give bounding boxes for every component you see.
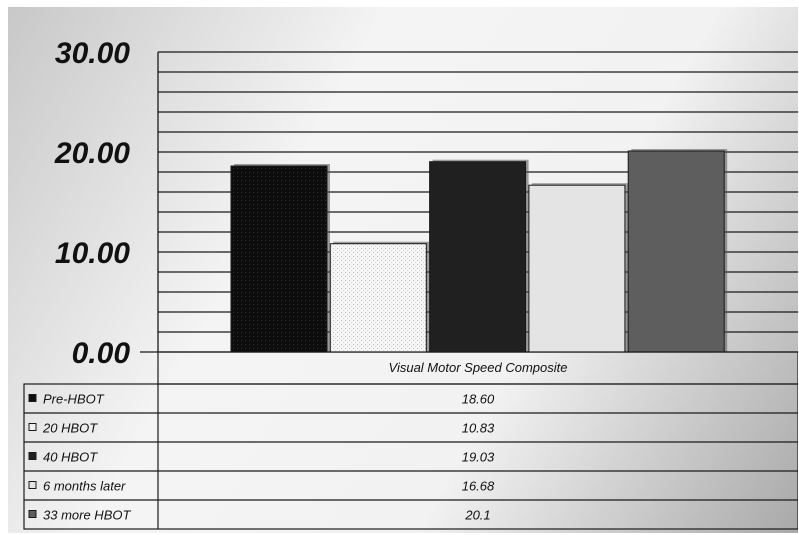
data-label: 20.1 <box>464 508 490 523</box>
y-axis-tick-labels: 0.00 10.00 20.00 30.00 <box>54 37 130 370</box>
bar <box>329 243 427 353</box>
legend-entry: 33 more HBOT <box>43 508 131 523</box>
legend-entry: 40 HBOT <box>43 450 98 465</box>
legend-swatch <box>28 510 37 518</box>
data-label: 16.68 <box>462 479 495 494</box>
y-tick-label: 30.00 <box>55 37 130 70</box>
y-tick-label: 0.00 <box>72 337 131 370</box>
legend-swatch <box>28 423 37 431</box>
category-label: Visual Motor Speed Composite <box>389 360 568 375</box>
legend-swatch <box>28 452 37 460</box>
table-body-border <box>23 383 798 530</box>
y-tick-label: 10.00 <box>55 237 130 270</box>
data-label: 18.60 <box>462 392 495 407</box>
bar <box>429 161 527 353</box>
data-label: 10.83 <box>462 421 495 436</box>
bar <box>627 150 725 353</box>
data-label: 19.03 <box>462 450 495 465</box>
legend-swatch <box>28 481 37 489</box>
y-tick-label: 20.00 <box>54 137 130 170</box>
legend-entry: Pre-HBOT <box>43 392 105 407</box>
legend-entry: 20 HBOT <box>42 421 98 436</box>
bar <box>528 184 626 353</box>
bars <box>230 149 728 353</box>
bar-chart: 0.00 10.00 20.00 30.00 Visual Motor Speed C… <box>23 37 798 530</box>
data-table: Visual Motor Speed Composite Pre-HBOT 18.6… <box>23 351 798 530</box>
legend-swatch <box>28 394 37 402</box>
chart-area: 0.00 10.00 20.00 30.00 Visual Motor Speed C… <box>8 7 798 533</box>
bar <box>230 165 328 353</box>
legend-entry: 6 months later <box>43 479 126 494</box>
